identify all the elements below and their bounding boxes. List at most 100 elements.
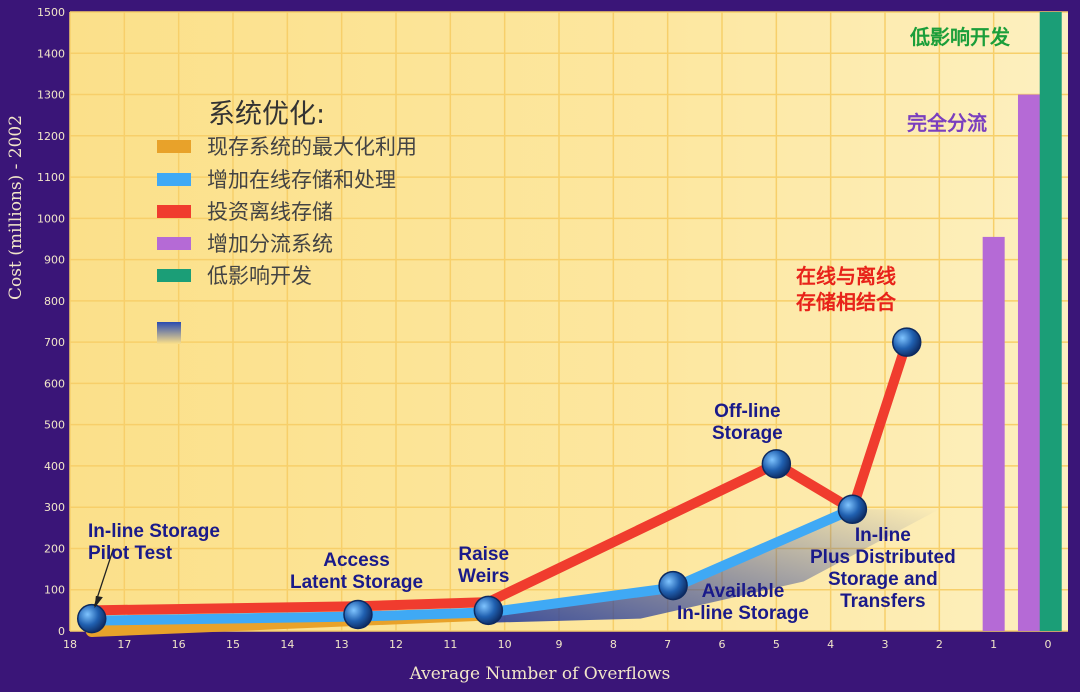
annotation-line: Weirs [458,566,510,587]
legend-gradient-swatch [157,322,181,344]
annotation-line: Storage and [827,569,938,590]
y-tick-label: 300 [44,501,65,514]
legend-swatch [157,204,191,218]
legend-label: 增加分流系统 [207,232,333,256]
annotation-line: 存储相结合 [796,290,896,314]
annotation-line: Latent Storage [290,572,424,593]
legend-item-offline: 投资离线存储 [157,198,333,224]
y-tick-label: 1000 [37,212,65,225]
annotation-pilot-test: In-line Storage Pilot Test [88,521,220,565]
annotation-line: Available [701,581,785,602]
annotation-arrow [93,548,115,609]
y-tick-label: 500 [44,419,65,432]
legend-item-separation: 增加分流系统 [157,230,333,256]
inline-shade [488,509,940,623]
x-axis-label: Average Number of Overflows [409,664,671,684]
bar [982,236,1005,632]
annotation-combined-storage: 在线与离线 存储相结合 [796,263,896,315]
bar [1039,12,1062,631]
y-tick-label: 1100 [37,171,65,184]
x-tick-label: 18 [63,638,77,651]
y-axis-label: Cost (millions) - 2002 [6,114,26,300]
y-tick-label: 400 [44,460,65,473]
x-tick-label: 6 [719,638,726,651]
x-tick-label: 2 [936,638,943,651]
annotation-line: Off-line [714,401,781,422]
y-tick-label: 700 [44,336,65,349]
points [76,327,922,634]
y-tick-label: 1200 [37,130,65,143]
x-ticks: 18 17 16 15 14 13 12 11 10 9 8 7 6 5 4 3 2 1 0 [63,638,1052,651]
x-tick-label: 5 [773,638,780,651]
y-tick-label: 1400 [37,47,65,60]
y-tick-label: 800 [44,295,65,308]
annotation-distributed-storage: In-line Plus Distributed Storage and Tra… [810,525,956,613]
data-point [343,599,373,630]
x-tick-label: 0 [1045,638,1052,651]
data-point [473,595,504,626]
x-tick-label: 10 [498,638,512,651]
y-ticks: 0 100 200 300 400 500 600 700 800 900 1000 1100 1200… [37,6,65,638]
annotation-latent-storage: Access Latent Storage [290,550,423,594]
data-point [891,327,922,357]
annotation-line: 在线与离线 [796,264,896,288]
x-tick-label: 13 [335,638,349,651]
arrow-head [94,595,103,609]
annotation-low-impact: 低影响开发 [910,24,1010,50]
annotation-line: Raise [458,544,510,565]
x-tick-label: 17 [117,638,131,651]
annotation-line: In-line Storage [88,521,220,542]
annotation-line: Transfers [840,591,926,612]
blue-shade [488,509,940,623]
annotation-line: Storage [712,423,783,444]
annotation-line: Plus Distributed [810,547,956,568]
x-tick-label: 7 [664,638,671,651]
legend-item-lid: 低影响开发 [157,262,312,288]
annotation-line: In-line Storage [677,603,809,624]
x-tick-label: 3 [882,638,889,651]
y-tick-label: 200 [44,542,65,555]
legend-label: 现存系统的最大化利用 [207,135,417,159]
legend-swatch [157,172,191,186]
bar [1017,94,1040,632]
y-tick-label: 100 [44,584,65,597]
y-tick-label: 0 [58,625,65,638]
legend-item-inline: 增加在线存储和处理 [157,166,396,192]
y-tick-label: 1500 [37,6,65,19]
x-tick-label: 12 [389,638,403,651]
x-tick-label: 16 [172,638,186,651]
y-tick-label: 600 [44,377,65,390]
data-point [658,570,688,601]
x-tick-label: 11 [443,638,457,651]
grid [69,11,1068,632]
series-line [86,337,912,616]
annotation-available-inline: Available In-line Storage [677,581,809,625]
legend-swatch [157,268,191,282]
legend-item-existing: 现存系统的最大化利用 [157,133,417,159]
annotation-line: 完全分流 [907,111,987,135]
data-point [761,449,792,479]
annotation-full-separation: 完全分流 [907,110,987,136]
bars [982,12,1062,632]
y-tick-label: 1300 [37,89,65,102]
legend-title: 系统优化: [208,99,326,130]
annotation-line: Pilot Test [88,543,173,564]
annotation-offline-storage: Off-line Storage [712,401,783,445]
annotation-line: In-line [854,525,911,546]
x-tick-label: 8 [610,638,617,651]
x-tick-label: 9 [556,638,563,651]
data-point [837,494,868,525]
x-tick-label: 4 [827,638,834,651]
legend-swatch [157,236,191,250]
annotation-line: Access [323,550,390,571]
legend-label: 增加在线存储和处理 [207,168,396,192]
annotation-line: 低影响开发 [910,25,1010,49]
y-tick-label: 900 [44,254,65,267]
legend-swatch [157,139,191,153]
legend-label: 投资离线存储 [207,200,333,224]
x-tick-label: 1 [990,638,997,651]
annotation-raise-weirs: Raise Weirs [458,544,509,588]
x-tick-label: 14 [280,638,294,651]
